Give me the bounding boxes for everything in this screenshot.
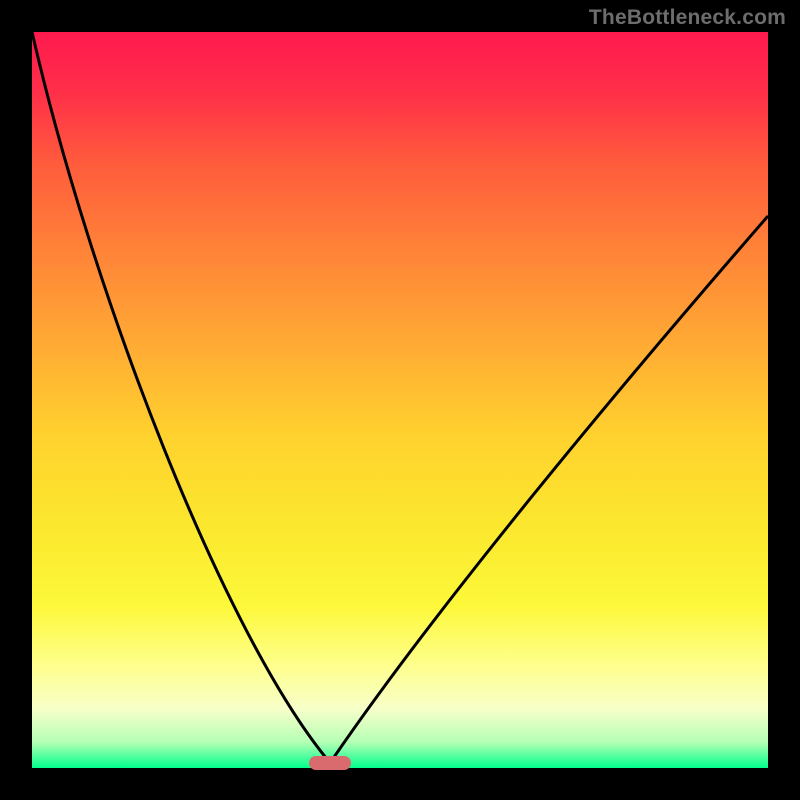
plot-area	[32, 32, 768, 768]
curve-right	[330, 216, 768, 763]
watermark-text: TheBottleneck.com	[589, 6, 786, 30]
curve-left	[32, 32, 330, 763]
bottleneck-curve	[32, 32, 768, 768]
minimum-marker	[309, 756, 351, 770]
